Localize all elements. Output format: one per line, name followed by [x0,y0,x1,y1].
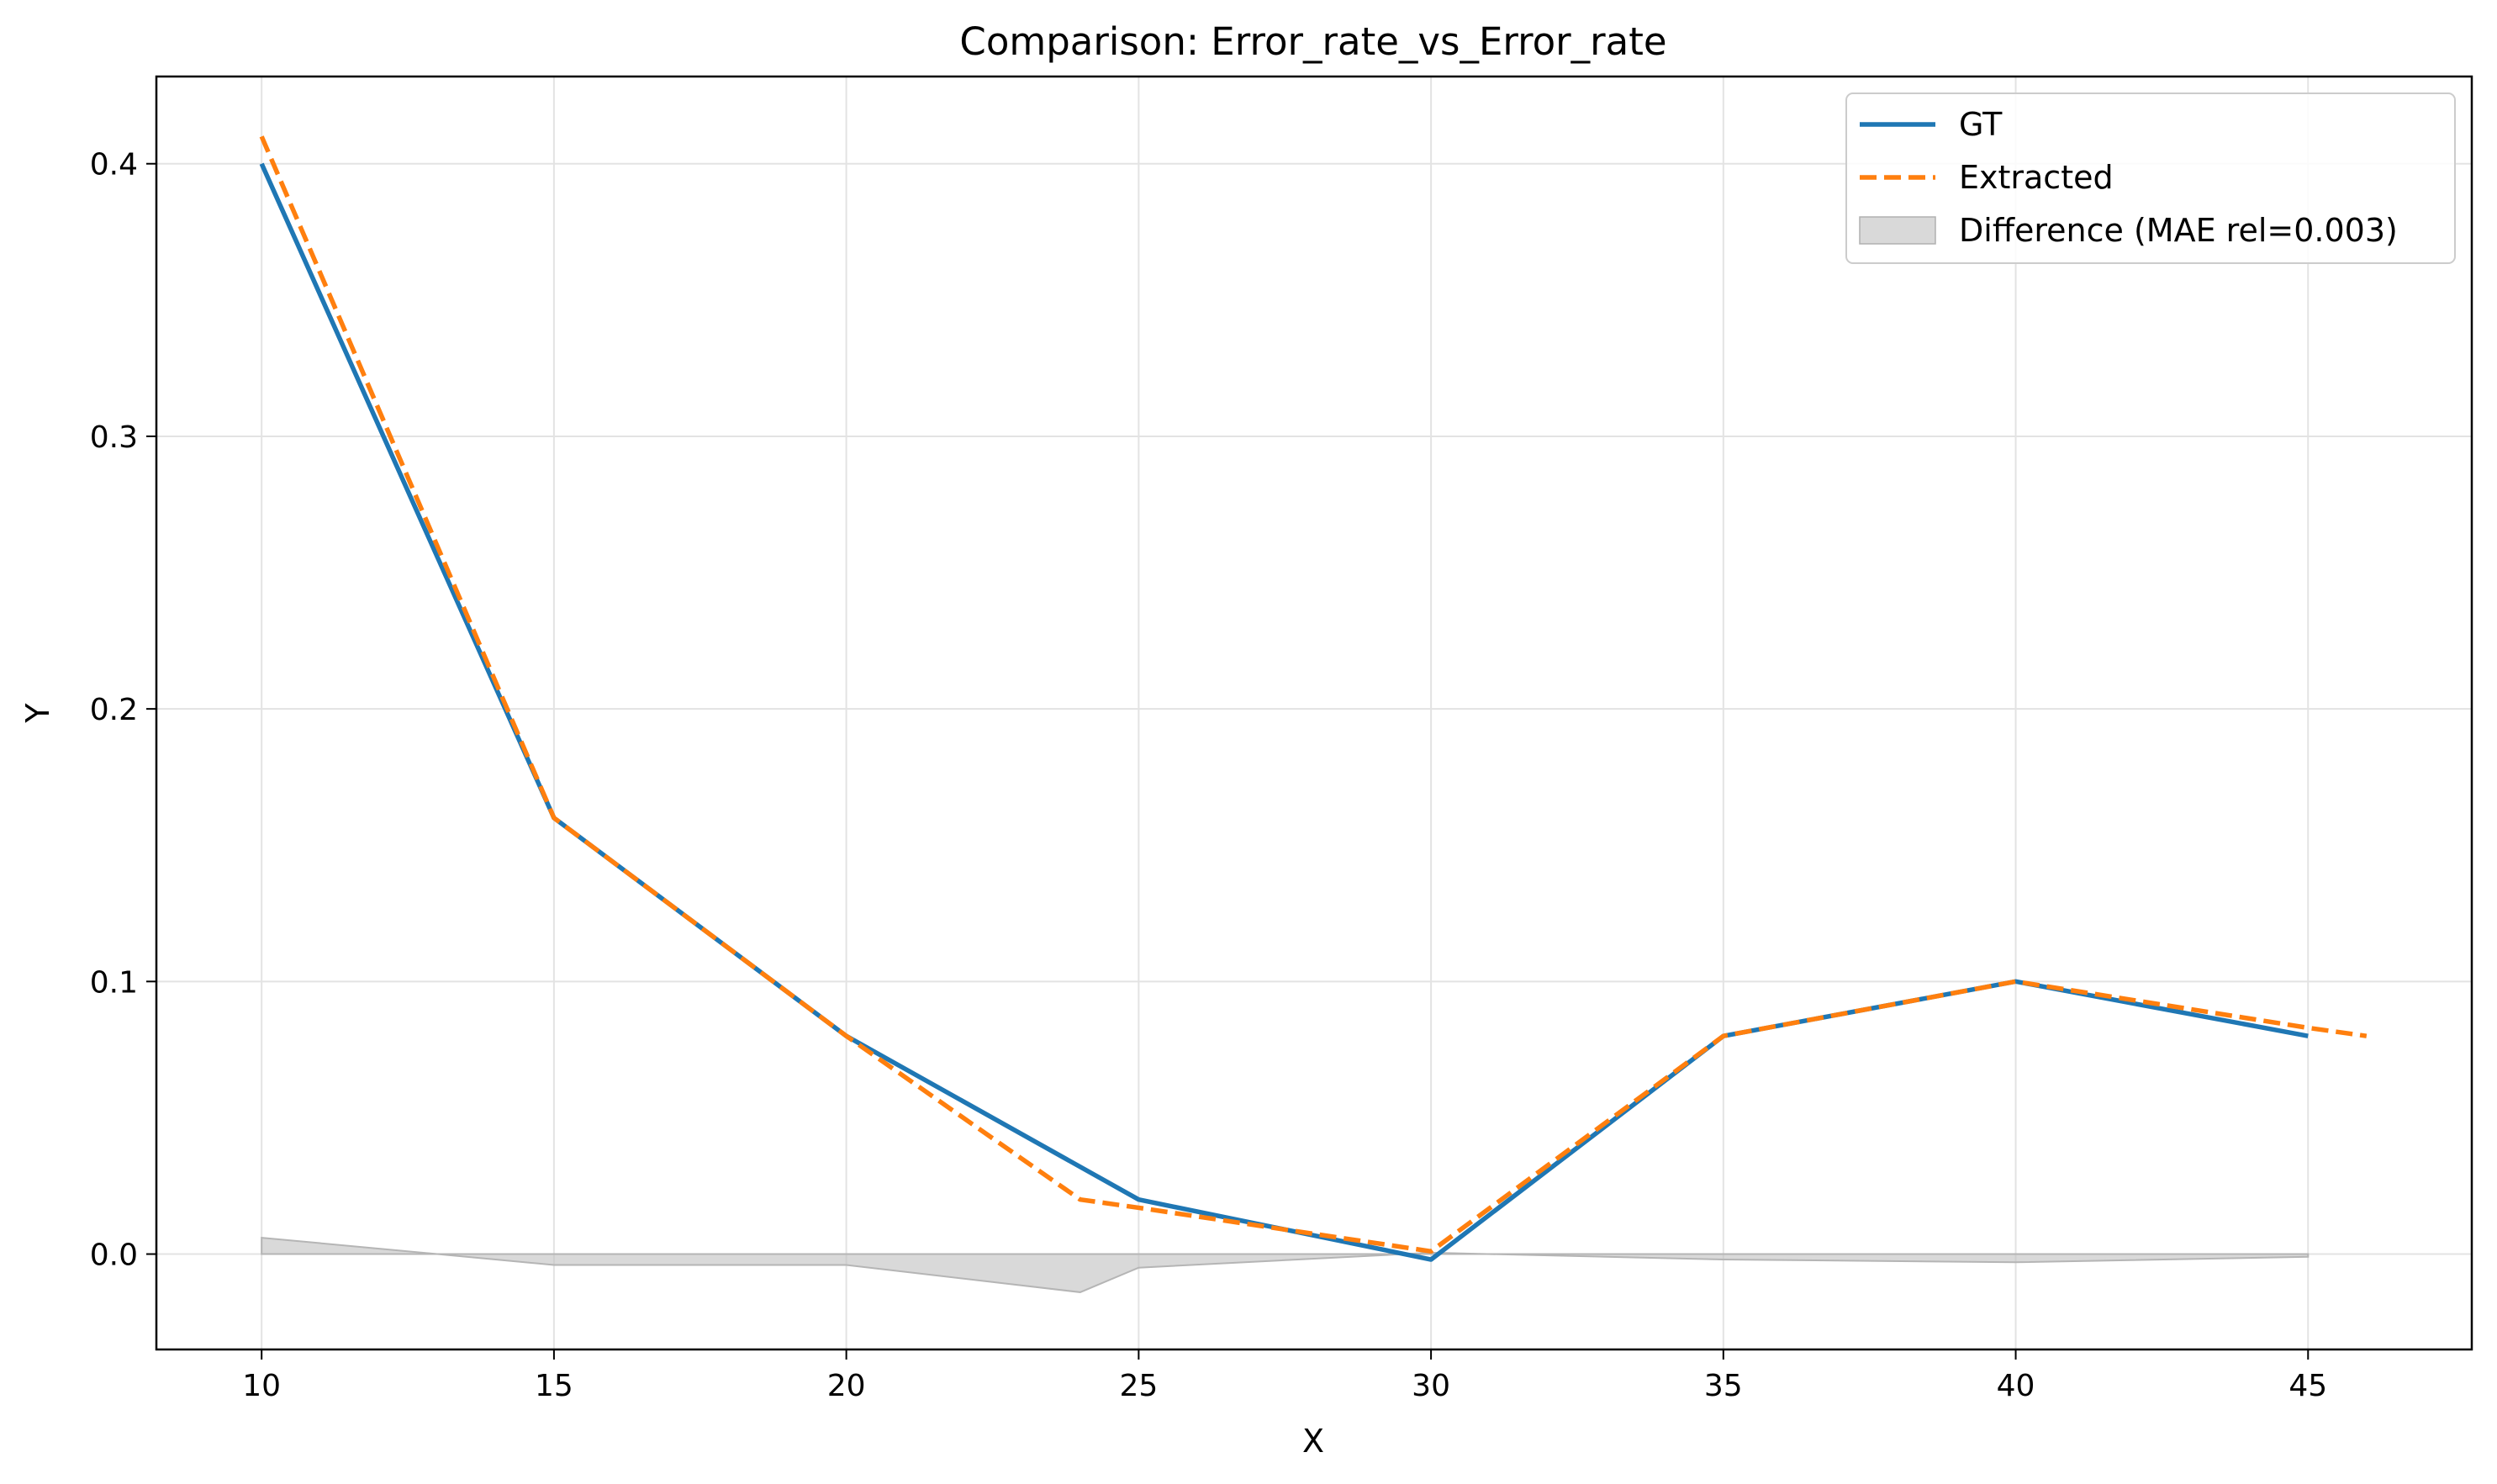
legend-box [1845,92,2456,264]
difference-area [261,1236,2310,1293]
x-tick-label: 25 [1119,1369,1158,1403]
y-axis-label: Y [19,703,56,724]
y-tick-label: 0.1 [90,965,138,1000]
x-axis-ticks: 10 15 20 25 30 35 40 45 [242,1349,2327,1403]
x-tick-label: 20 [827,1369,866,1403]
series-line-extracted [259,135,2368,1254]
x-tick-label: 15 [535,1369,573,1403]
legend-extracted-label: Extracted [1959,159,2114,196]
x-tick-label: 10 [242,1369,281,1403]
chart-title: Comparison: Error_rate_vs_Error_rate [959,19,1666,64]
legend-gt-label: GT [1959,106,2003,143]
x-tick-label: 35 [1704,1369,1743,1403]
x-tick-label: 30 [1412,1369,1450,1403]
difference-area-layer [261,1236,2310,1293]
y-tick-label: 0.0 [90,1238,138,1273]
legend-difference-label: Difference (MAE rel=0.003) [1959,212,2398,249]
x-tick-label: 45 [2288,1369,2327,1403]
x-axis-label: X [1302,1423,1324,1460]
legend-difference-swatch [1859,216,1936,245]
legend: GT Extracted Difference (MAE rel=0.003) [1845,92,2456,264]
plot-frame [155,75,2473,1351]
y-tick-label: 0.2 [90,693,138,727]
series-layer [259,135,2368,1262]
y-axis-ticks: 0.0 0.1 0.2 0.3 0.4 [90,148,156,1273]
x-tick-label: 40 [1997,1369,2035,1403]
y-tick-label: 0.4 [90,148,138,182]
y-tick-label: 0.3 [90,420,138,455]
